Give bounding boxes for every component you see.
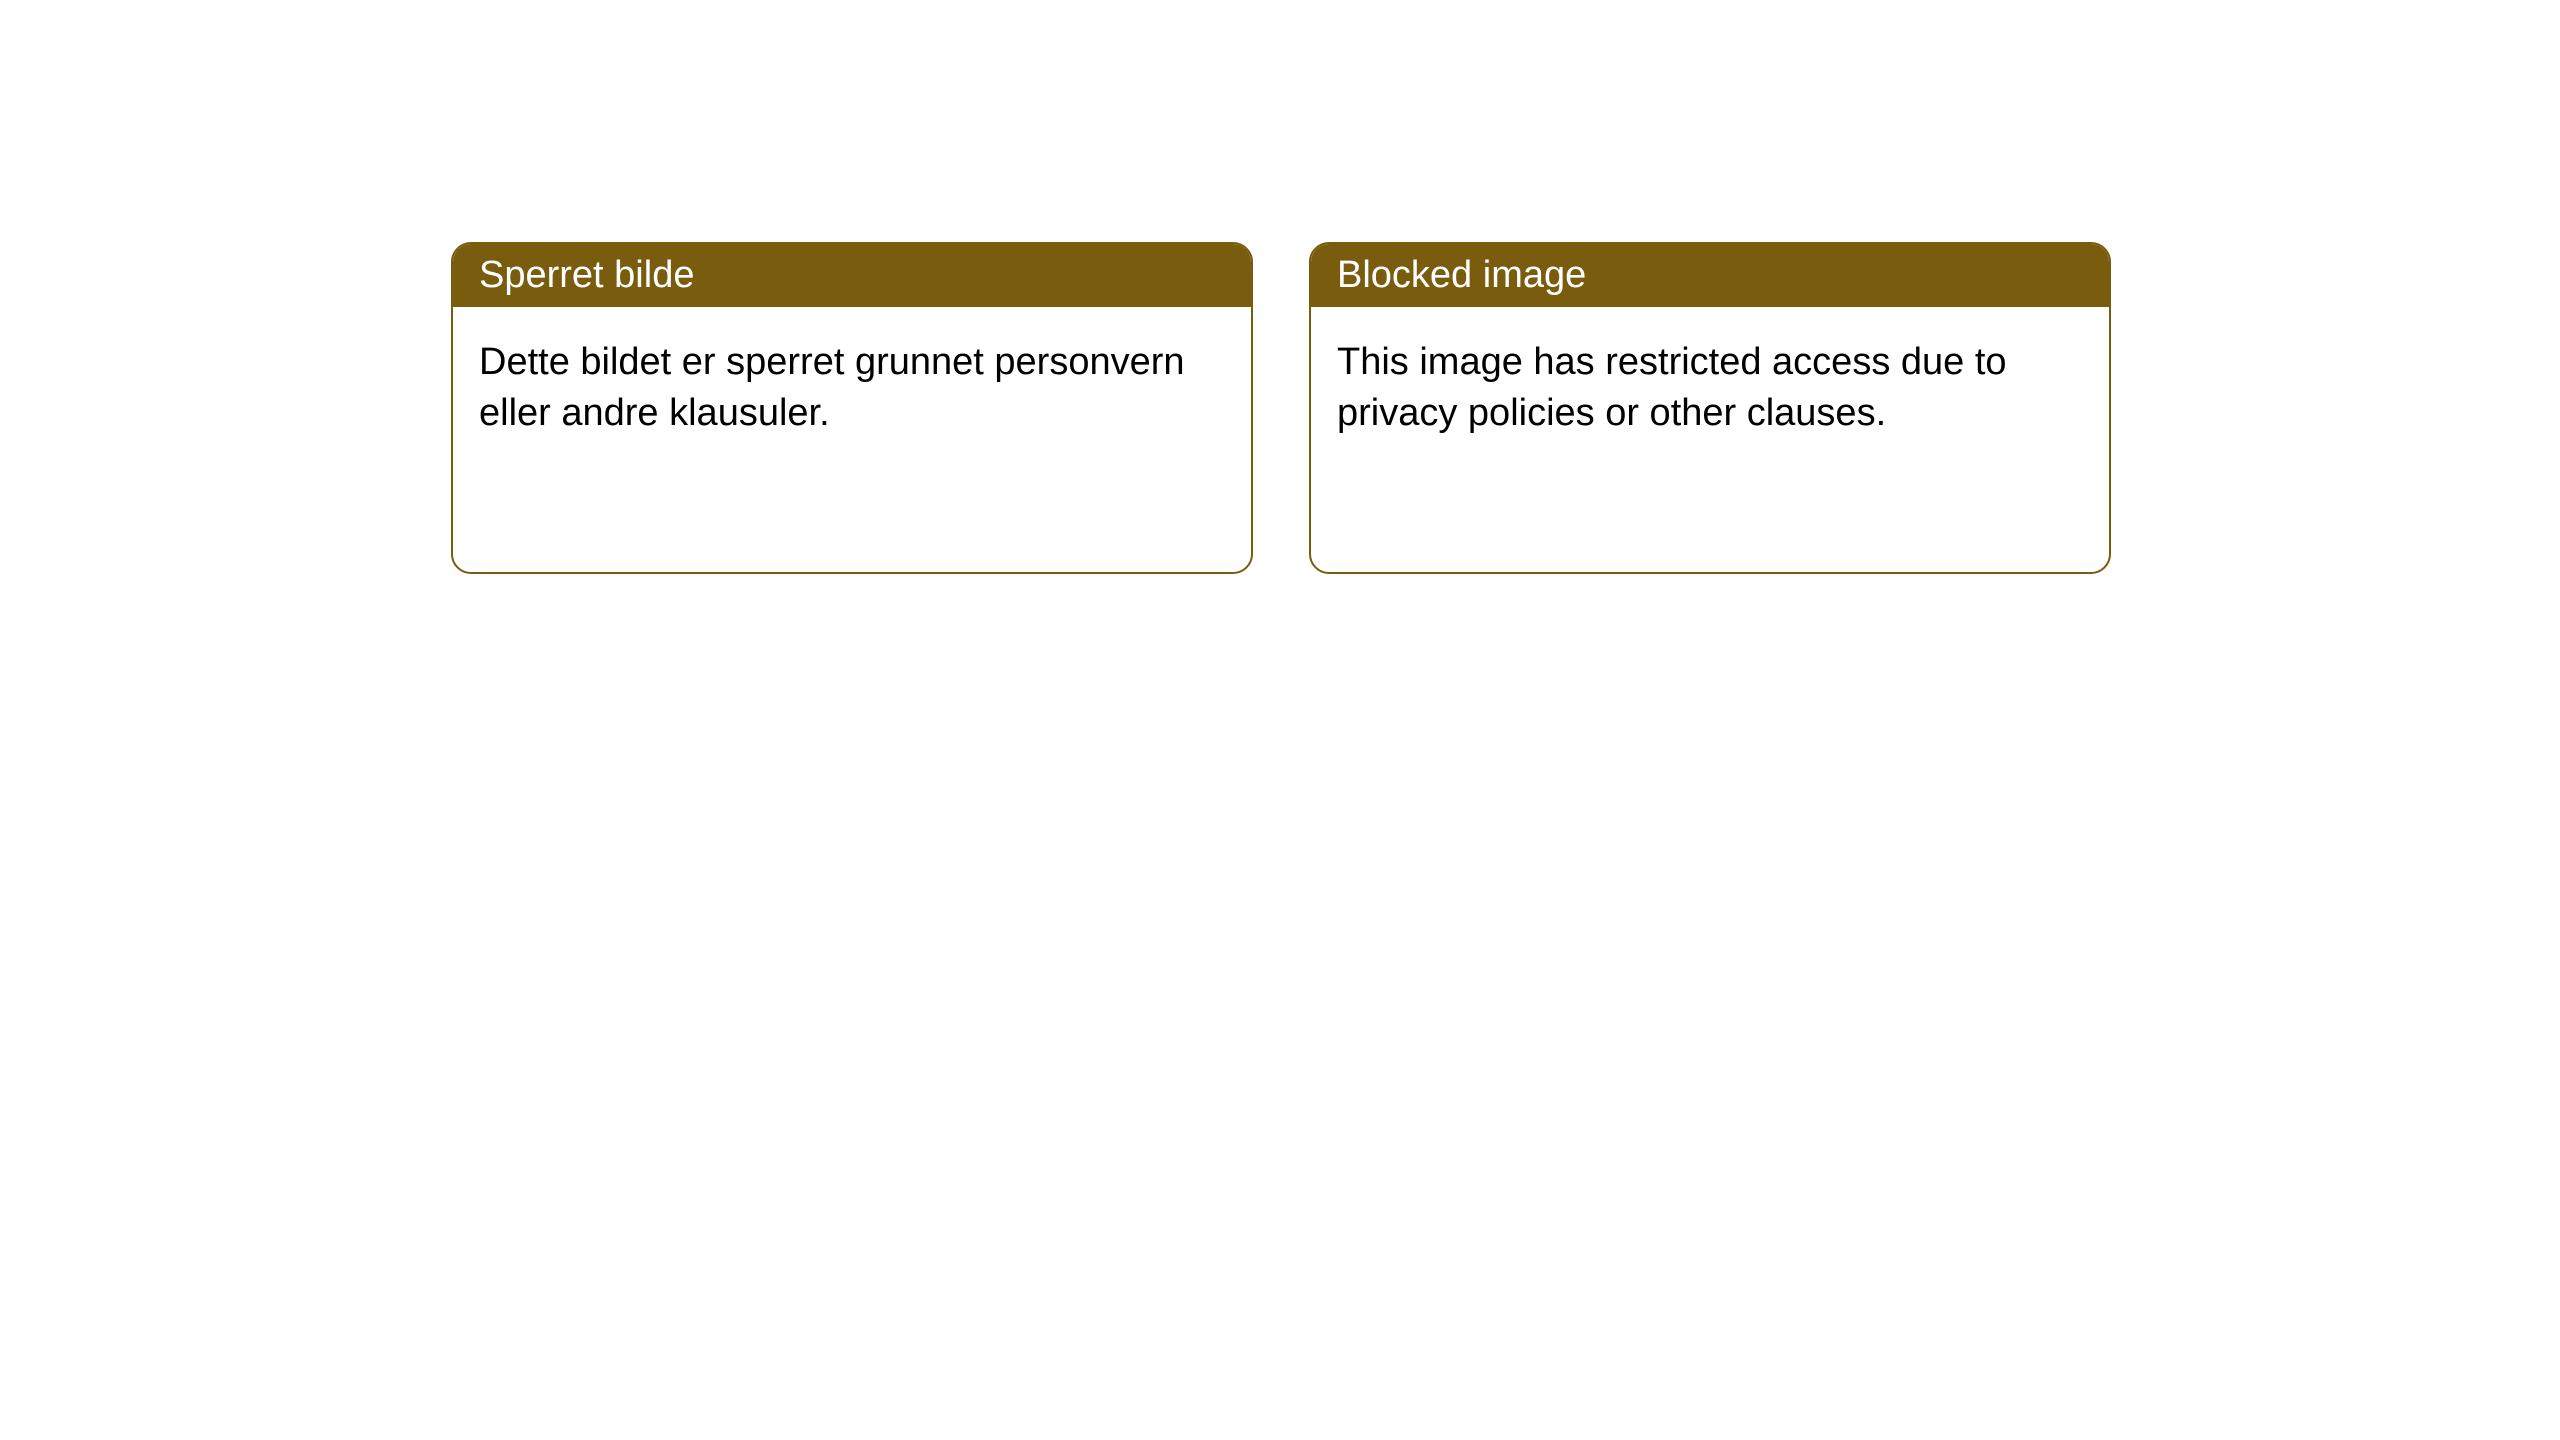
notice-body: This image has restricted access due to … (1311, 307, 2109, 470)
notice-card-english: Blocked image This image has restricted … (1309, 242, 2111, 574)
notice-title: Sperret bilde (453, 244, 1251, 307)
notice-container: Sperret bilde Dette bildet er sperret gr… (0, 0, 2560, 574)
notice-body: Dette bildet er sperret grunnet personve… (453, 307, 1251, 470)
notice-title: Blocked image (1311, 244, 2109, 307)
notice-card-norwegian: Sperret bilde Dette bildet er sperret gr… (451, 242, 1253, 574)
